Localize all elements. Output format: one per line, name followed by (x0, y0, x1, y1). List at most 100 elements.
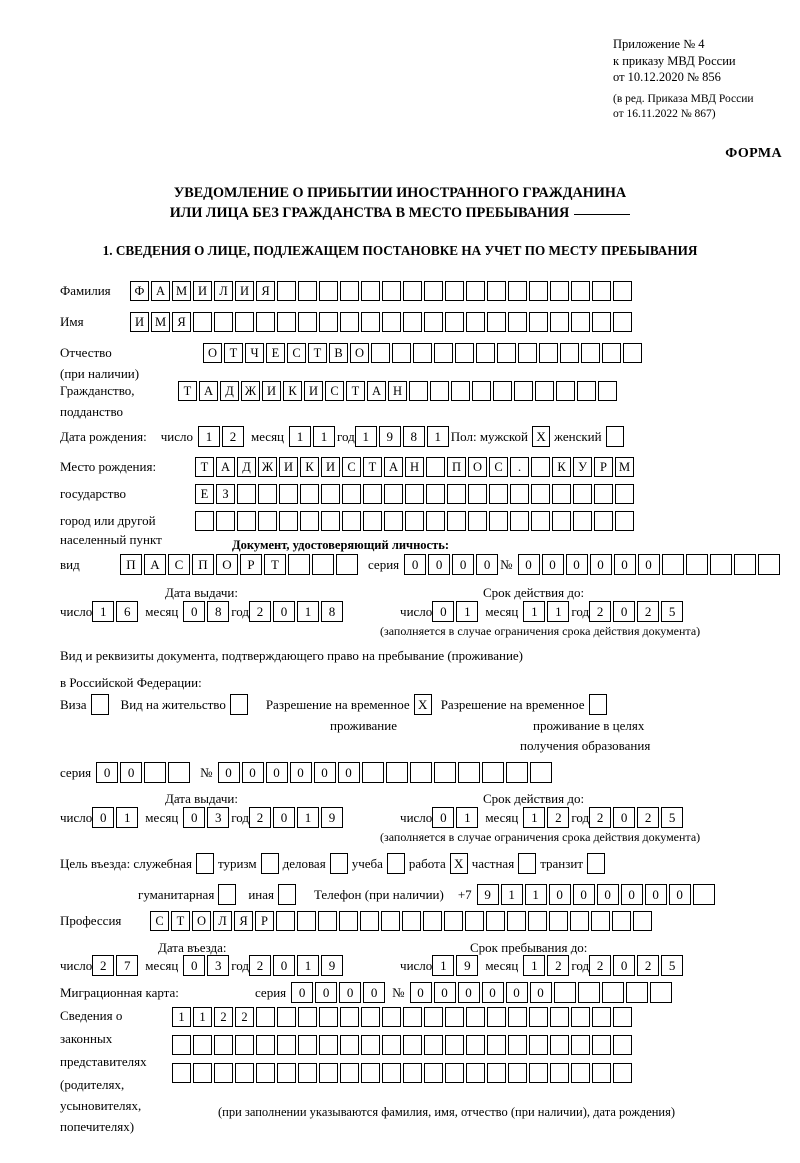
char-cell[interactable] (465, 911, 484, 931)
char-cell[interactable] (300, 511, 319, 531)
char-cell[interactable]: 1 (297, 601, 320, 622)
char-cell[interactable] (214, 312, 233, 332)
char-cell[interactable] (592, 312, 611, 332)
char-cell[interactable] (319, 1007, 338, 1027)
char-cell[interactable] (144, 762, 167, 783)
char-cell[interactable]: 0 (476, 554, 499, 575)
char-cell[interactable] (508, 312, 527, 332)
char-cell[interactable] (481, 762, 504, 783)
char-cell[interactable]: И (235, 281, 254, 301)
char-cell[interactable]: 0 (548, 884, 571, 905)
char-cell[interactable] (409, 381, 428, 401)
char-cell[interactable]: 0 (241, 762, 264, 783)
char-cell[interactable] (623, 343, 642, 363)
char-cell[interactable] (487, 1035, 506, 1055)
char-cell[interactable] (613, 312, 632, 332)
char-cell[interactable]: 0 (313, 762, 336, 783)
char-cell[interactable] (508, 1007, 527, 1027)
char-cell[interactable] (321, 511, 340, 531)
char-cell[interactable]: А (384, 457, 403, 477)
char-cell[interactable]: И (262, 381, 281, 401)
char-cell[interactable]: Т (171, 911, 190, 931)
char-cell[interactable] (426, 511, 445, 531)
char-cell[interactable] (573, 511, 592, 531)
char-cell[interactable]: Р (255, 911, 274, 931)
char-cell[interactable] (510, 484, 529, 504)
char-cell[interactable]: 9 (321, 955, 344, 976)
char-cell[interactable]: 1 (456, 807, 479, 828)
char-cell[interactable]: 0 (404, 554, 427, 575)
char-cell[interactable] (592, 281, 611, 301)
char-cell[interactable]: Т (224, 343, 243, 363)
char-cell[interactable]: 0 (565, 554, 588, 575)
char-cell[interactable] (594, 511, 613, 531)
char-cell[interactable] (613, 1007, 632, 1027)
char-cell[interactable]: 3 (207, 955, 230, 976)
char-cell[interactable]: 0 (572, 884, 595, 905)
char-cell[interactable] (518, 343, 537, 363)
char-cell[interactable] (466, 1063, 485, 1083)
char-cell[interactable] (487, 312, 506, 332)
checkbox-visa[interactable] (90, 694, 109, 715)
char-cell[interactable] (455, 343, 474, 363)
char-cell[interactable] (312, 554, 334, 575)
char-cell[interactable]: 0 (217, 762, 240, 783)
char-cell[interactable] (384, 511, 403, 531)
char-cell[interactable] (571, 1007, 590, 1027)
char-cell[interactable]: 2 (547, 807, 570, 828)
char-cell[interactable] (571, 281, 590, 301)
char-cell[interactable] (577, 982, 600, 1003)
char-cell[interactable] (613, 281, 632, 301)
char-cell[interactable] (298, 281, 317, 301)
char-cell[interactable] (445, 1063, 464, 1083)
checkbox-residence-permit[interactable] (229, 694, 248, 715)
char-cell[interactable] (297, 911, 316, 931)
char-cell[interactable]: З (216, 484, 235, 504)
char-cell[interactable]: Т (346, 381, 365, 401)
char-cell[interactable] (361, 1007, 380, 1027)
char-cell[interactable]: 2 (249, 807, 272, 828)
char-cell[interactable]: 2 (249, 601, 272, 622)
char-cell[interactable] (486, 911, 505, 931)
char-cell[interactable] (319, 312, 338, 332)
char-cell[interactable] (277, 1007, 296, 1027)
char-cell[interactable]: Ж (258, 457, 277, 477)
char-cell[interactable] (570, 911, 589, 931)
char-cell[interactable]: Т (264, 554, 286, 575)
char-cell[interactable] (552, 484, 571, 504)
char-cell[interactable] (277, 1035, 296, 1055)
char-cell[interactable] (571, 1063, 590, 1083)
char-cell[interactable] (692, 884, 715, 905)
char-cell[interactable] (405, 484, 424, 504)
char-cell[interactable]: 0 (644, 884, 667, 905)
char-cell[interactable] (342, 484, 361, 504)
char-cell[interactable] (649, 982, 672, 1003)
char-cell[interactable] (571, 1035, 590, 1055)
char-cell[interactable]: О (192, 911, 211, 931)
char-cell[interactable]: С (489, 457, 508, 477)
char-cell[interactable]: 1 (289, 426, 312, 447)
char-cell[interactable]: 0 (363, 982, 386, 1003)
char-cell[interactable]: А (216, 457, 235, 477)
char-cell[interactable]: У (573, 457, 592, 477)
char-cell[interactable]: 9 (378, 426, 401, 447)
char-cell[interactable]: Д (220, 381, 239, 401)
char-cell[interactable] (529, 281, 548, 301)
char-cell[interactable]: 1 (297, 807, 320, 828)
char-cell[interactable]: 0 (183, 955, 206, 976)
char-cell[interactable] (466, 312, 485, 332)
char-cell[interactable]: 2 (92, 955, 115, 976)
char-cell[interactable] (553, 982, 576, 1003)
char-cell[interactable] (424, 1035, 443, 1055)
char-cell[interactable]: 2 (235, 1007, 254, 1027)
char-cell[interactable] (433, 762, 456, 783)
